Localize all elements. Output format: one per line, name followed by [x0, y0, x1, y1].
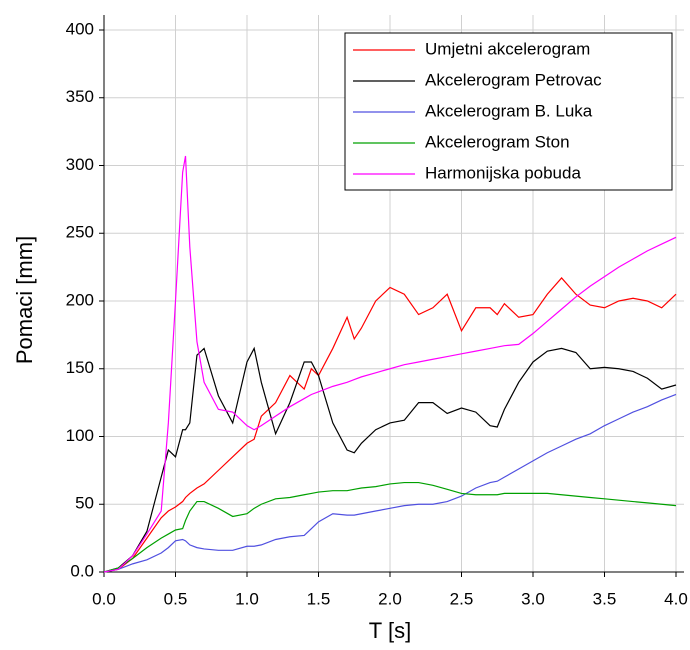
series-line	[103, 155, 677, 573]
y-tick-label: 100	[66, 426, 94, 445]
legend-label: Harmonijska pobuda	[425, 163, 581, 182]
legend-label: Akcelerogram Petrovac	[425, 70, 602, 89]
x-tick-label: 1.0	[235, 589, 259, 608]
x-tick-label: 4.0	[664, 589, 688, 608]
y-tick-label: 400	[66, 19, 94, 38]
y-tick-label: 300	[66, 155, 94, 174]
x-tick-label: 3.5	[593, 589, 617, 608]
y-tick-label: 50	[75, 494, 94, 513]
y-tick-label: 250	[66, 223, 94, 242]
legend-label: Umjetni akcelerogram	[425, 39, 590, 58]
series-line	[103, 393, 677, 573]
legend-label: Akcelerogram Ston	[425, 132, 570, 151]
x-tick-label: 0.5	[164, 589, 188, 608]
series-line	[103, 277, 677, 573]
y-axis-label: Pomaci [mm]	[12, 236, 37, 364]
legend-label: Akcelerogram B. Luka	[425, 101, 593, 120]
x-tick-label: 2.5	[450, 589, 474, 608]
series-line	[103, 481, 677, 573]
x-tick-label: 2.0	[378, 589, 402, 608]
y-tick-label: 0.0	[70, 561, 94, 580]
series-line	[103, 346, 677, 573]
x-tick-label: 3.0	[521, 589, 545, 608]
y-tick-label: 150	[66, 358, 94, 377]
y-tick-label: 200	[66, 290, 94, 309]
x-axis-label: T [s]	[369, 618, 411, 643]
y-tick-label: 350	[66, 87, 94, 106]
x-tick-label: 0.0	[92, 589, 116, 608]
x-tick-label: 1.5	[307, 589, 331, 608]
